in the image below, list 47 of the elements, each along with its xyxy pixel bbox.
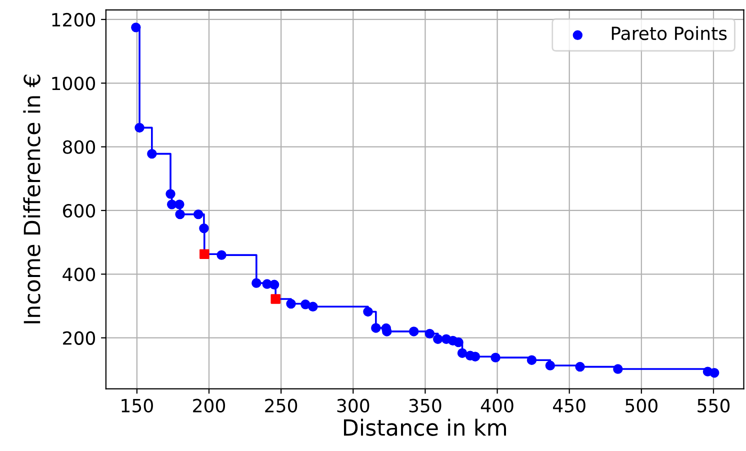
legend-label: Pareto Points <box>612 26 727 40</box>
point <box>457 348 468 358</box>
x-tick-label: 250 <box>265 398 298 412</box>
x-tick-label: 300 <box>337 398 370 412</box>
point <box>709 368 720 378</box>
point <box>613 364 623 374</box>
point <box>193 209 204 220</box>
point <box>131 22 141 32</box>
x-tick-label: 500 <box>626 398 658 412</box>
y-tick-label: 600 <box>63 204 96 218</box>
point <box>308 302 318 312</box>
x-tick-label: 350 <box>409 398 442 412</box>
point <box>454 337 464 348</box>
point <box>147 148 157 159</box>
point <box>575 362 585 372</box>
point <box>252 278 262 288</box>
y-axis-title: Income Difference in € <box>23 74 40 324</box>
point <box>424 328 435 339</box>
point <box>199 223 209 234</box>
y-tick-label: 400 <box>62 268 96 282</box>
y-tick-label: 200 <box>63 331 96 345</box>
point <box>134 122 144 133</box>
x-tick-label: 550 <box>698 398 730 412</box>
y-tick-label: 1200 <box>52 12 96 27</box>
point <box>200 249 210 259</box>
point <box>175 209 185 220</box>
point <box>166 189 176 199</box>
point <box>286 298 296 309</box>
point <box>270 294 280 304</box>
point <box>490 352 500 362</box>
y-tick-label: 1000 <box>52 76 96 90</box>
point <box>408 326 419 336</box>
point <box>269 280 280 290</box>
x-tick-label: 450 <box>553 398 586 412</box>
x-tick-label: 150 <box>122 398 153 412</box>
y-tick-label: 800 <box>62 140 96 154</box>
point <box>526 355 537 365</box>
point <box>174 200 184 210</box>
point <box>470 352 480 362</box>
x-axis-title: Distance in km <box>344 418 506 436</box>
x-tick-label: 200 <box>193 398 226 412</box>
point <box>216 250 226 260</box>
x-tick-label: 400 <box>480 398 514 412</box>
point <box>371 323 381 333</box>
point <box>545 360 556 370</box>
point <box>363 306 373 317</box>
point <box>433 334 443 344</box>
